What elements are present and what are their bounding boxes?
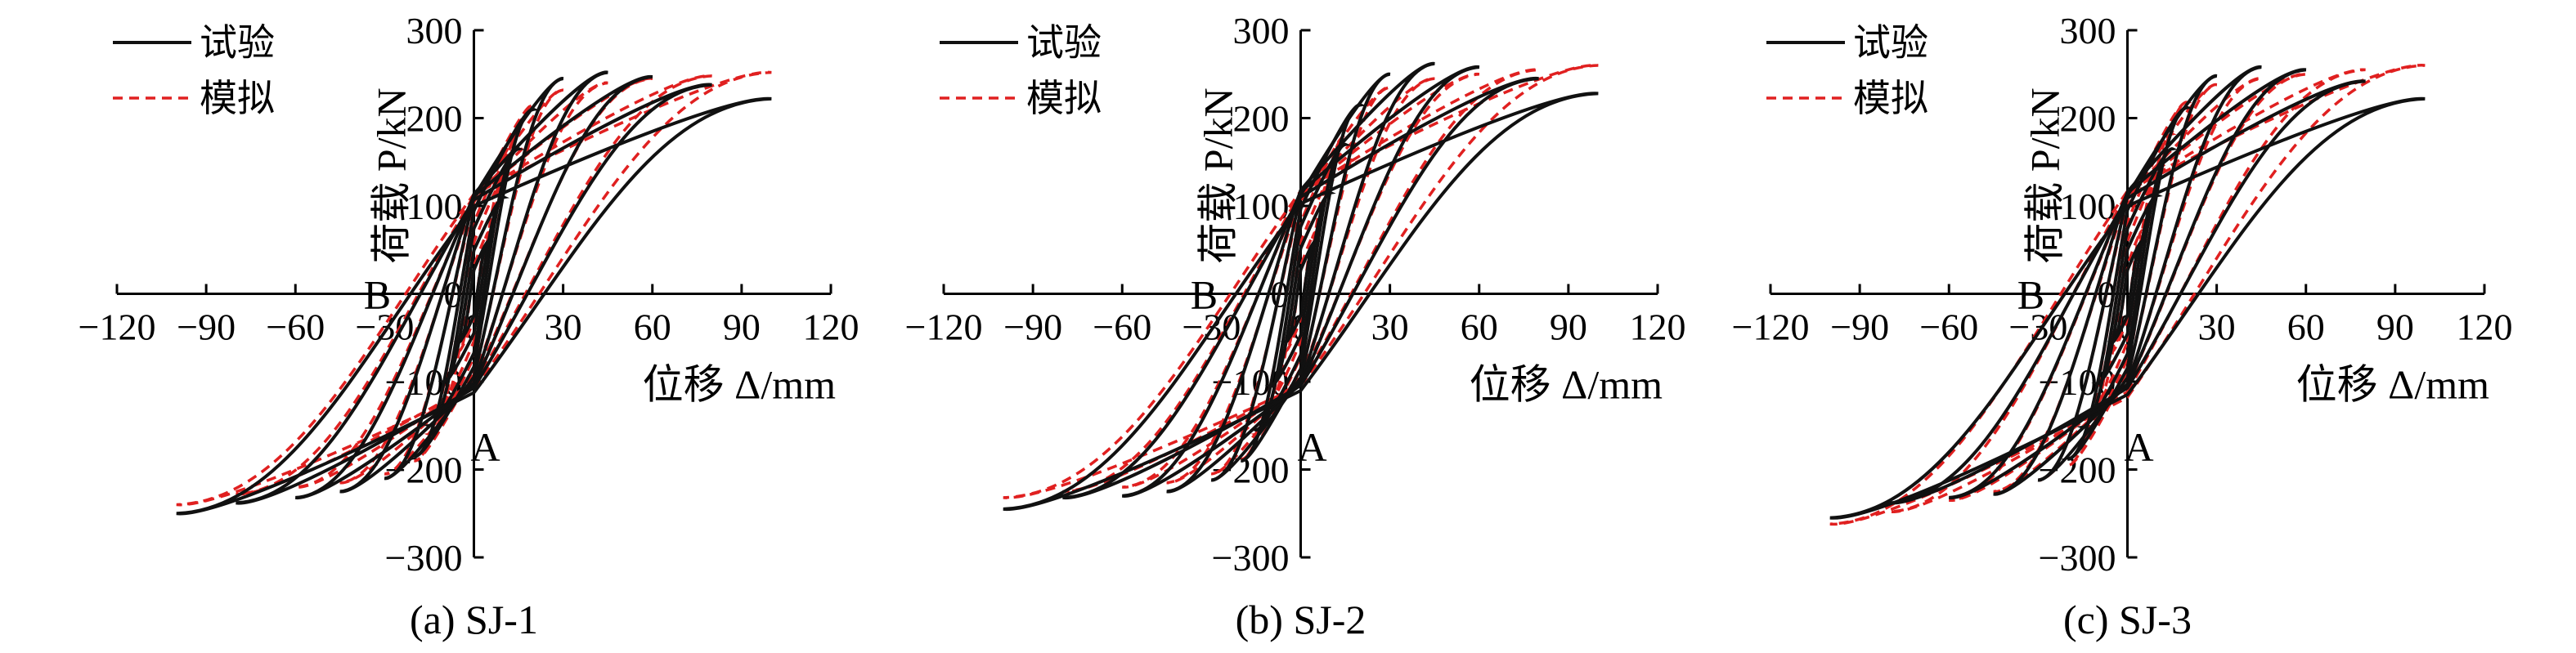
y-tick-label: −300 [385,537,463,579]
x-tick-label: −120 [905,306,983,348]
sim-loop-7 [1949,73,2307,502]
x-tick-label: 60 [634,306,671,348]
x-tick-label: −90 [1003,306,1062,348]
test-loop-9 [1003,92,1599,511]
chart-panel-1: −120 −90 −60 −30 0 30 60 90 120−300−200−10001002… [79,10,859,642]
y-tick-label: 300 [1233,10,1290,51]
sim-loop-7 [1122,73,1480,489]
annotation-b: B [364,272,391,318]
x-tick-label: 30 [1371,306,1409,348]
x-tick-label: 90 [723,306,761,348]
y-tick-label: 200 [406,98,463,140]
x-tick-label: −30 [1182,306,1241,348]
test-loop-9 [1829,96,2426,520]
y-axis-label: 荷载 P/kN [369,87,415,263]
sim-loop-5 [1210,86,1391,476]
x-tick-label: 30 [545,306,582,348]
x-tick-label: −60 [1093,306,1151,348]
x-tick-label: −30 [355,306,414,348]
x-tick-label: −60 [266,306,325,348]
test-loop-8 [236,83,712,505]
annotation-a: A [2125,424,2154,470]
sim-loop-2 [439,178,509,401]
panel-caption: (b) SJ-2 [1236,597,1367,642]
x-tick-label: 90 [1550,306,1587,348]
test-loop-7 [1949,68,2307,499]
x-tick-label: 120 [2457,306,2513,348]
x-tick-label: −90 [177,306,236,348]
legend-label-test: 试验 [1853,20,1928,65]
x-axis-label: 位移 Δ/mm [1470,362,1663,408]
legend-label-test: 试验 [1026,20,1102,65]
test-loop-1 [453,239,495,344]
x-tick-label: 30 [2198,306,2236,348]
test-loop-1 [2107,239,2148,344]
x-tick-label: 120 [1630,306,1686,348]
test-loop-2 [438,195,510,384]
chart-panel-3: −120 −90 −60 −30 0 30 60 90 120−300−200−10001002… [1732,10,2513,642]
test-loop-2 [2091,194,2163,386]
x-tick-label: 60 [1461,306,1498,348]
test-loop-4 [414,107,540,458]
x-tick-label: 120 [803,306,859,348]
x-axis-label: 位移 Δ/mm [643,362,836,408]
series-test [1829,65,2426,520]
chart-panel-2: −120 −90 −60 −30 0 30 60 90 120−300−200−10001002… [905,10,1686,642]
y-tick-label: −300 [1212,537,1290,579]
annotation-a: A [471,424,500,470]
series-test [176,70,772,516]
annotation-b: B [1191,272,1218,318]
legend-label-simulation: 模拟 [200,76,275,120]
test-loop-9 [176,96,772,516]
legend-label-test: 试验 [200,20,275,65]
x-tick-label: 90 [2376,306,2414,348]
sim-loop-8 [1889,68,2366,513]
panel-caption: (c) SJ-3 [2063,597,2192,642]
y-tick-label: 300 [406,10,463,51]
y-tick-label: 300 [2060,10,2116,51]
test-loop-2 [1264,190,1336,388]
legend-label-simulation: 模拟 [1026,76,1102,120]
sim-loop-6 [1993,77,2262,494]
x-tick-label: −90 [1830,306,1889,348]
legend-label-simulation: 模拟 [1853,76,1928,120]
x-tick-label: −120 [79,306,156,348]
x-tick-label: −30 [2008,306,2067,348]
y-axis-label: 荷载 P/kN [1196,87,1241,263]
test-loop-7 [295,74,653,499]
x-tick-label: 60 [2287,306,2325,348]
x-axis-label: 位移 Δ/mm [2296,362,2489,408]
sim-loop-6 [1166,77,1435,485]
annotation-a: A [1298,424,1327,470]
y-tick-label: −300 [2039,537,2116,579]
x-tick-label: −120 [1732,306,1810,348]
y-axis-label: 荷载 P/kN [2022,87,2068,263]
panel-caption: (a) SJ-1 [410,597,538,642]
series-test [1003,61,1599,511]
y-tick-label: 200 [2060,98,2116,140]
annotation-b: B [2017,272,2044,318]
test-loop-7 [1122,65,1480,498]
y-tick-label: 100 [406,186,463,227]
x-tick-label: −60 [1919,306,1978,348]
y-tick-label: 200 [1233,98,1290,140]
